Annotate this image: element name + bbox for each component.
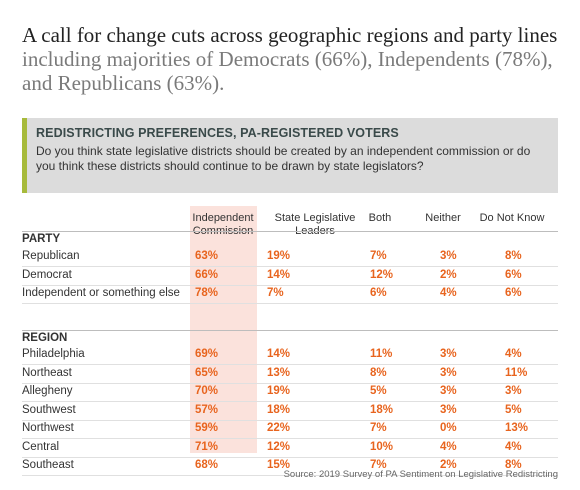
row-label: Northwest <box>22 422 74 434</box>
highlight-column <box>190 206 257 453</box>
table-row: Allegheny 70% 19% 5% 3% 3% <box>22 383 558 402</box>
row-label: Independent or something else <box>22 287 180 299</box>
cell-value: 4% <box>505 440 522 453</box>
headline-line-1: A call for change cuts across geographic… <box>22 23 558 47</box>
source-note: Source: 2019 Survey of PA Sentiment on L… <box>283 469 558 480</box>
table-row: Southwest 57% 18% 18% 3% 5% <box>22 402 558 421</box>
cell-value: 65% <box>195 366 219 379</box>
cell-value: 70% <box>195 385 219 397</box>
cell-value: 69% <box>195 348 219 360</box>
column-header-3: Neither <box>425 212 461 224</box>
cell-value: 3% <box>440 366 457 379</box>
table-row: Republican 63% 19% 7% 3% 8% <box>22 248 558 267</box>
cell-value: 3% <box>505 385 522 397</box>
panel-question: Do you think state legislative districts… <box>36 144 531 173</box>
cell-value: 71% <box>195 440 219 453</box>
row-label: Northeast <box>22 366 72 379</box>
headline: A call for change cuts across geographic… <box>22 23 562 95</box>
cell-value: 11% <box>505 366 528 379</box>
table-row: Democrat 66% 14% 12% 2% 6% <box>22 267 558 286</box>
cell-value: 3% <box>440 403 457 416</box>
cell-value: 63% <box>195 250 219 262</box>
row-label: Southeast <box>22 459 74 471</box>
cell-value: 7% <box>267 287 284 299</box>
table-row: Northeast 65% 13% 8% 3% 11% <box>22 365 558 384</box>
cell-value: 13% <box>267 366 291 379</box>
row-label: Southwest <box>22 403 76 416</box>
cell-value: 4% <box>440 440 457 453</box>
cell-value: 13% <box>505 422 529 434</box>
column-header-2: Both <box>368 212 392 224</box>
cell-value: 7% <box>370 250 387 262</box>
cell-value: 0% <box>440 422 457 434</box>
cell-value: 7% <box>370 422 387 434</box>
cell-value: 3% <box>440 385 457 397</box>
cell-value: 2% <box>440 459 457 471</box>
row-label: Central <box>22 440 60 453</box>
table-row: Southeast 68% 15% 7% 2% 8% <box>22 457 558 476</box>
column-header-1: State Legislative Leaders <box>274 212 356 237</box>
panel-title: REDISTRICTING PREFERENCES, PA-REGISTERED… <box>36 126 399 140</box>
cell-value: 2% <box>440 268 457 281</box>
row-label: Allegheny <box>22 385 73 397</box>
cell-value: 15% <box>267 459 291 471</box>
cell-value: 19% <box>267 385 291 397</box>
cell-value: 59% <box>195 422 219 434</box>
cell-value: 10% <box>370 440 394 453</box>
table-row: Independent or something else 78% 7% 6% 4% 6% <box>22 285 558 304</box>
row-label: Philadelphia <box>22 348 85 360</box>
cell-value: 4% <box>440 287 457 299</box>
question-panel: REDISTRICTING PREFERENCES, PA-REGISTERED… <box>22 118 558 193</box>
cell-value: 78% <box>195 287 219 299</box>
cell-value: 22% <box>267 422 291 434</box>
headline-line-2: including majorities of Democrats (66%),… <box>22 47 553 71</box>
cell-value: 8% <box>505 459 522 471</box>
cell-value: 7% <box>370 459 387 471</box>
cell-value: 68% <box>195 459 219 471</box>
headline-line-3: and Republicans (63%). <box>22 71 225 95</box>
table-row: Northwest 59% 22% 7% 0% 13% <box>22 420 558 439</box>
section-heading-party: PARTY <box>22 233 61 245</box>
row-label: Republican <box>22 250 80 262</box>
cell-value: 6% <box>505 287 522 299</box>
cell-value: 5% <box>505 403 522 416</box>
cell-value: 11% <box>370 348 393 360</box>
cell-value: 5% <box>370 385 387 397</box>
section-heading-region: REGION <box>22 332 68 344</box>
cell-value: 6% <box>370 287 387 299</box>
cell-value: 3% <box>440 250 457 262</box>
table-row: Philadelphia 69% 14% 11% 3% 4% <box>22 346 558 365</box>
cell-value: 66% <box>195 268 219 281</box>
cell-value: 14% <box>267 268 291 281</box>
cell-value: 14% <box>267 348 291 360</box>
section-separator <box>22 330 558 331</box>
cell-value: 6% <box>505 268 522 281</box>
table-row: Central 71% 12% 10% 4% 4% <box>22 439 558 458</box>
column-header-0: Independent Commission <box>192 212 254 237</box>
cell-value: 8% <box>370 366 387 379</box>
cell-value: 18% <box>370 403 394 416</box>
cell-value: 18% <box>267 403 291 416</box>
cell-value: 19% <box>267 250 291 262</box>
cell-value: 3% <box>440 348 457 360</box>
cell-value: 12% <box>370 268 394 281</box>
cell-value: 4% <box>505 348 522 360</box>
cell-value: 8% <box>505 250 522 262</box>
column-header-4: Do Not Know <box>479 212 545 224</box>
cell-value: 57% <box>195 403 219 416</box>
cell-value: 12% <box>267 440 291 453</box>
row-label: Democrat <box>22 268 72 281</box>
section-separator <box>22 231 558 232</box>
